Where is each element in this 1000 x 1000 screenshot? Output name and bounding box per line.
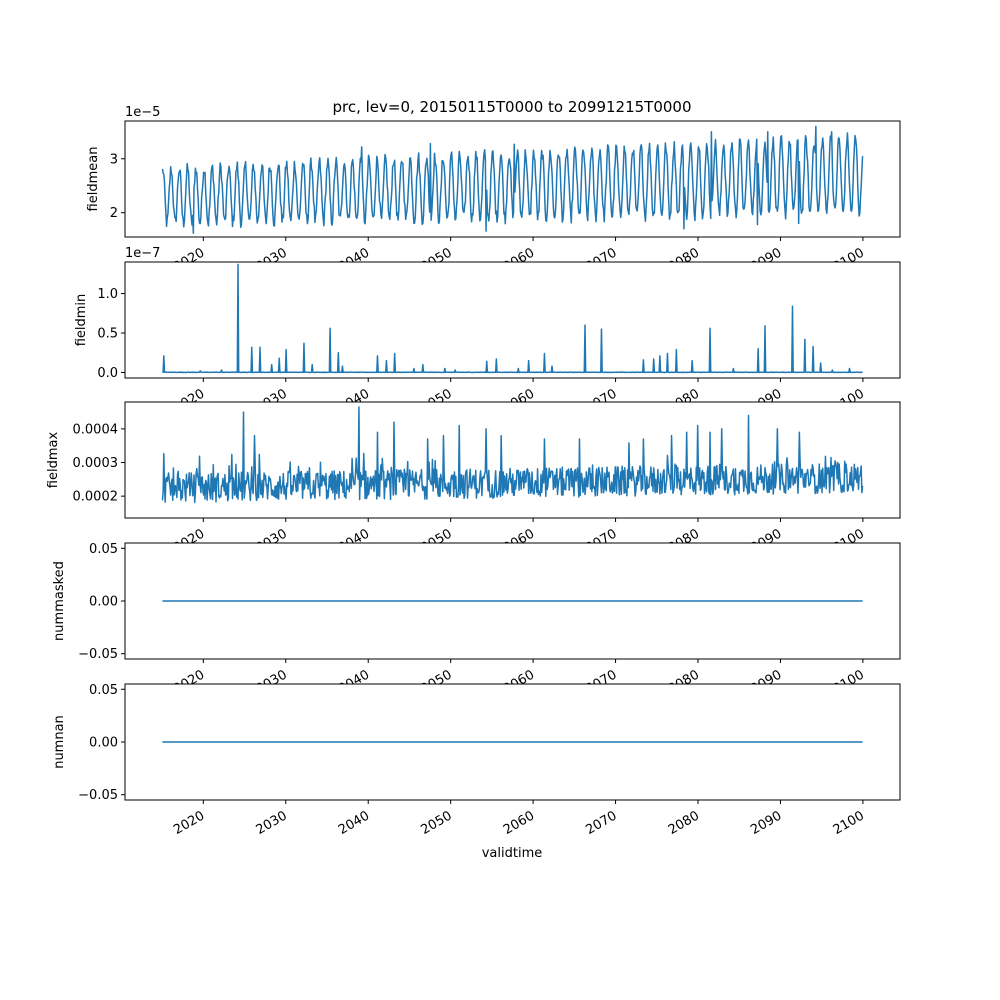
y-axis-label: fieldmax bbox=[46, 432, 61, 489]
axes-background bbox=[125, 262, 900, 378]
x-axis-label: validtime bbox=[482, 846, 543, 861]
y-tick-label: −0.05 bbox=[78, 647, 118, 662]
y-offset-text: 1e−7 bbox=[125, 246, 160, 261]
y-tick-label: 1.0 bbox=[97, 287, 118, 302]
y-tick-label: 0.05 bbox=[89, 683, 118, 698]
series-line-fieldmin bbox=[162, 263, 863, 374]
y-axis-label: numnan bbox=[52, 715, 67, 769]
y-tick-label: 0.5 bbox=[97, 327, 118, 342]
y-tick-label: 2 bbox=[110, 206, 118, 221]
series-line-fieldmean bbox=[161, 125, 864, 234]
y-tick-label: 0.0004 bbox=[73, 422, 119, 437]
y-tick-label: 0.00 bbox=[89, 595, 118, 610]
series-line-fieldmax bbox=[161, 406, 864, 504]
y-axis-label: fieldmean bbox=[86, 147, 101, 212]
y-tick-label: 0.0003 bbox=[73, 456, 119, 471]
y-tick-label: 0.0 bbox=[97, 366, 118, 381]
chart-title: prc, lev=0, 20150115T0000 to 20991215T00… bbox=[332, 98, 691, 116]
y-tick-label: 0.05 bbox=[89, 542, 118, 557]
axes-frame bbox=[124, 401, 901, 519]
y-tick-label: 0.0002 bbox=[73, 490, 119, 505]
y-tick-label: −0.05 bbox=[78, 788, 118, 803]
axes-frame bbox=[124, 120, 901, 238]
y-tick-label: 0.00 bbox=[89, 736, 118, 751]
y-axis-label: nummasked bbox=[52, 561, 67, 641]
y-offset-text: 1e−5 bbox=[125, 105, 160, 120]
y-tick-label: 3 bbox=[110, 152, 118, 167]
axes-frame bbox=[124, 261, 901, 379]
y-axis-label: fieldmin bbox=[74, 294, 89, 347]
